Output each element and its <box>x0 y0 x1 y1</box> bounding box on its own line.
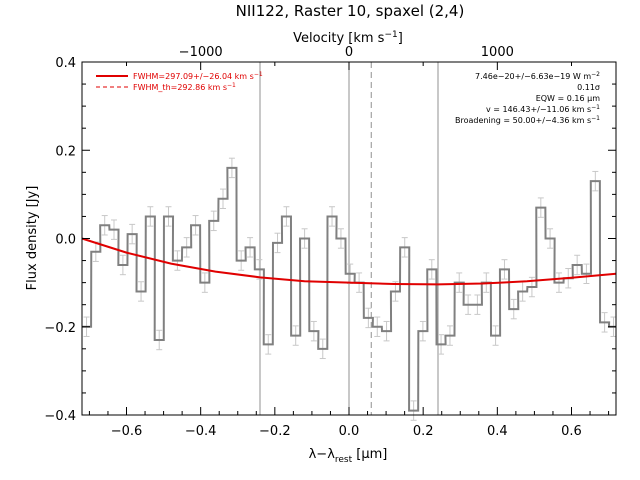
data-point <box>594 180 597 182</box>
data-point <box>603 321 606 324</box>
data-point <box>467 303 469 306</box>
data-point <box>158 339 161 341</box>
top-tick-label: −1000 <box>179 45 223 60</box>
data-point <box>122 264 124 266</box>
legend: FWHM=297.09+/−26.04 km s−1 FWHM_th=292.8… <box>96 71 263 92</box>
data-point <box>231 167 233 169</box>
chart-title: NII122, Raster 10, spaxel (2,4) <box>236 2 465 20</box>
top-axis-label: Velocity [km s−1] <box>293 30 403 46</box>
data-point <box>303 237 306 240</box>
axes: −0.6 −0.4 −0.2 0.0 0.2 0.4 0.6 −0.4 −0.2 0.0 0.2 0.… <box>44 45 616 439</box>
fit-curve <box>81 237 617 286</box>
data-point <box>258 268 261 271</box>
top-tick-label: 0 <box>345 45 353 60</box>
data-point <box>558 281 560 284</box>
data-point <box>167 215 170 218</box>
data-point <box>176 259 179 262</box>
annotation-eqw: EQW = 0.16 μm <box>536 94 600 103</box>
data-point <box>503 268 506 271</box>
x-tick-label: 0.2 <box>413 424 434 439</box>
data-point <box>103 224 106 227</box>
data-point <box>476 303 479 306</box>
data-point <box>531 286 533 288</box>
data-point <box>394 290 397 293</box>
x-tick-label: −0.6 <box>111 424 143 439</box>
fit-annotations: 7.46e−20+/−6.63e−19 W m−2 0.11σ EQW = 0.… <box>455 71 600 125</box>
top-tick-label: 1000 <box>481 45 514 60</box>
data-point <box>321 348 324 350</box>
data-point <box>376 325 379 328</box>
data-point <box>313 330 315 332</box>
data-point <box>95 250 97 253</box>
data-point <box>449 334 451 337</box>
x-tick-label: 0.0 <box>339 424 360 439</box>
data-point <box>385 330 388 332</box>
data-point <box>212 220 215 222</box>
x-axis-label: λ−λrest [μm] <box>309 447 388 465</box>
data-point <box>249 246 251 249</box>
data-point <box>494 334 497 337</box>
data-point <box>276 242 279 244</box>
data-point <box>367 317 370 319</box>
data-point <box>440 343 442 346</box>
data-point <box>412 409 415 412</box>
data-point <box>422 330 424 332</box>
data-point <box>285 215 288 218</box>
data-point <box>185 246 188 249</box>
data-point <box>331 215 333 218</box>
annotation-flux: 7.46e−20+/−6.63e−19 W m−2 <box>475 71 600 81</box>
data-point <box>240 259 242 262</box>
x-tick-label: 0.4 <box>487 424 508 439</box>
y-axis-label: Flux density [Jy] <box>25 186 40 291</box>
data-point <box>576 264 578 266</box>
annotation-broadening: Broadening = 50.00+/−4.36 km s−1 <box>455 115 600 125</box>
data-point <box>349 273 352 275</box>
data-point <box>549 237 551 240</box>
data-point <box>267 343 270 346</box>
annotation-sigma: 0.11σ <box>577 83 600 92</box>
y-tick-label: 0.0 <box>55 233 76 248</box>
x-tick-label: −0.2 <box>259 424 291 439</box>
data-point <box>131 233 133 235</box>
vertical-marker-lines <box>259 62 439 415</box>
y-tick-label: −0.2 <box>44 321 76 336</box>
data-point <box>585 273 588 275</box>
data-point <box>140 290 142 293</box>
legend-label-fwhm-th: FWHM_th=292.86 km s−1 <box>133 82 236 92</box>
annotation-velocity: v = 146.43+/−11.06 km s−1 <box>486 104 600 114</box>
y-tick-label: 0.4 <box>55 56 76 71</box>
legend-label-fwhm: FWHM=297.09+/−26.04 km s−1 <box>133 71 263 81</box>
data-point <box>294 334 297 337</box>
y-tick-label: −0.4 <box>44 409 76 424</box>
x-tick-label: 0.6 <box>561 424 582 439</box>
y-tick-label: 0.2 <box>55 144 76 159</box>
data-point <box>149 215 152 218</box>
data-point <box>340 237 342 240</box>
x-tick-label: −0.4 <box>185 424 217 439</box>
data-point <box>222 197 224 200</box>
data-point <box>540 206 542 209</box>
data-point <box>403 246 406 249</box>
data-point <box>512 308 515 310</box>
data-point <box>430 268 433 271</box>
data-point <box>113 228 115 231</box>
data-point <box>521 290 524 293</box>
data-point <box>194 224 197 227</box>
data-point <box>204 281 206 284</box>
data-series <box>81 157 617 421</box>
